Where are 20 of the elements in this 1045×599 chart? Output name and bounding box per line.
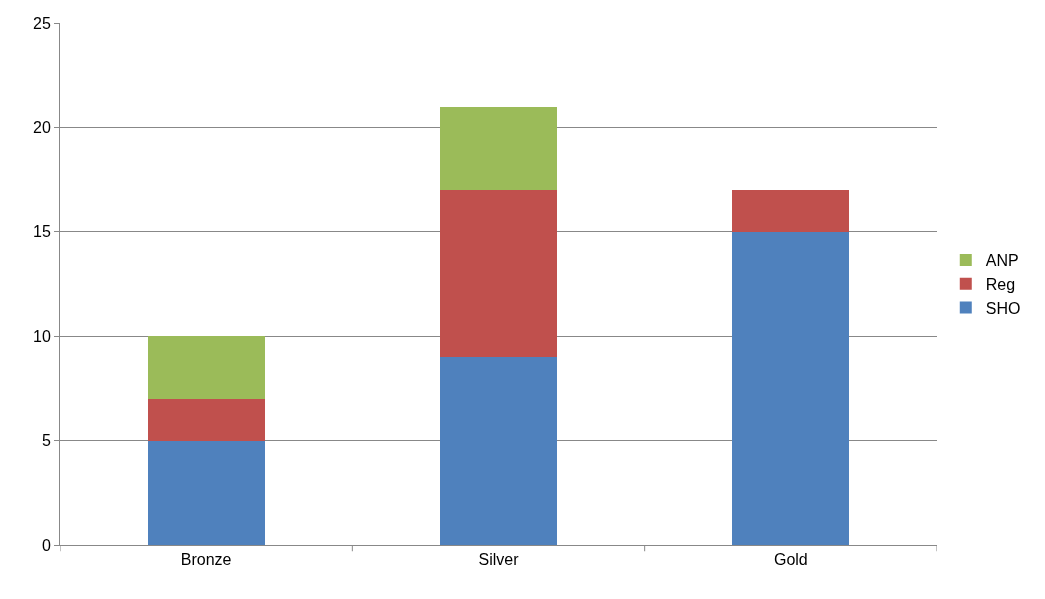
legend-label: Reg bbox=[985, 275, 1016, 293]
bar bbox=[440, 357, 557, 545]
bar bbox=[732, 231, 850, 545]
bar bbox=[147, 398, 265, 441]
y-tick-label: 25 bbox=[33, 14, 51, 32]
y-tick-label: 10 bbox=[33, 327, 51, 345]
y-tick-label: 15 bbox=[33, 223, 51, 241]
x-tick-label: Silver bbox=[478, 551, 520, 569]
y-tick-label: 20 bbox=[33, 119, 51, 136]
y-tick-label: 0 bbox=[41, 536, 51, 554]
x-tick-label: Gold bbox=[773, 551, 808, 569]
bar bbox=[147, 440, 265, 545]
legend-label: SHO bbox=[985, 299, 1021, 317]
bar bbox=[147, 336, 265, 399]
bar bbox=[440, 190, 557, 358]
legend-label: ANP bbox=[985, 252, 1019, 270]
x-tick-label: Bronze bbox=[180, 551, 232, 569]
bar bbox=[440, 106, 557, 191]
bar bbox=[732, 190, 850, 232]
y-tick-label: 5 bbox=[41, 432, 51, 450]
